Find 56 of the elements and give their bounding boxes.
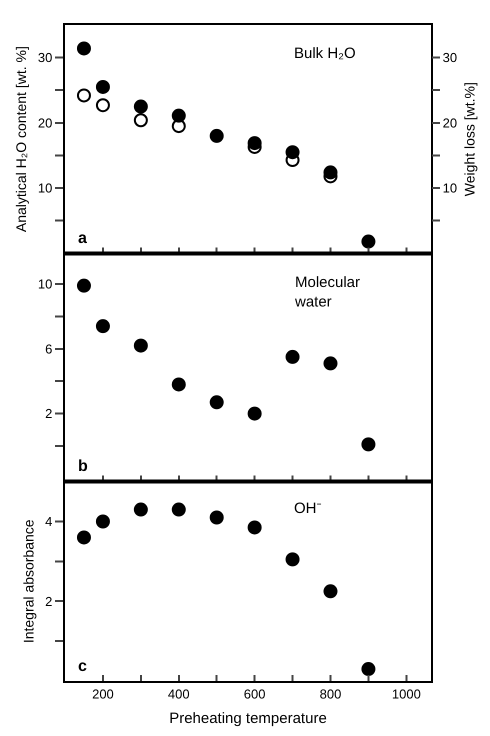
- y-tick-label: 2: [45, 594, 52, 609]
- annotation: Molecular water: [294, 274, 360, 310]
- annotation: a: [78, 230, 87, 247]
- point: [361, 662, 376, 676]
- point: [96, 80, 110, 94]
- y-tick-label: 2: [45, 406, 52, 422]
- point: [248, 136, 262, 150]
- point: [286, 350, 300, 364]
- x-axis-title: Preheating temperature: [169, 710, 327, 728]
- point: [361, 234, 376, 249]
- x-tick-label: 1000: [392, 686, 421, 702]
- point: [172, 108, 186, 123]
- point: [96, 98, 110, 112]
- x-tick-label: 200: [92, 686, 114, 702]
- point: [248, 406, 262, 421]
- annotation: b: [78, 458, 88, 475]
- point: [210, 510, 224, 524]
- point: [172, 502, 186, 517]
- point: [323, 584, 338, 598]
- y-axis-title: Analytical H₂O content [wt. %]: [13, 46, 30, 232]
- point: [210, 395, 224, 410]
- point: [134, 100, 148, 114]
- point: [76, 41, 91, 56]
- point: [248, 520, 262, 534]
- point: [210, 128, 224, 143]
- y-tick-label: 20: [38, 115, 52, 130]
- annotation: OH⁻: [294, 500, 322, 517]
- point: [286, 145, 300, 160]
- point: [361, 437, 376, 452]
- y-tick-label: 6: [45, 341, 52, 356]
- point: [323, 356, 338, 370]
- point: [76, 530, 91, 544]
- point: [134, 338, 148, 353]
- x-tick-label: 400: [168, 686, 190, 702]
- y2-axis-title: Weight loss [wt.%]: [461, 82, 478, 196]
- x-tick-label: 600: [244, 686, 266, 702]
- y-tick-label: 4: [45, 514, 52, 530]
- point: [76, 88, 91, 102]
- point: [134, 502, 148, 517]
- y2-tick-label: 30: [442, 50, 458, 66]
- y-tick-label: 30: [38, 50, 52, 66]
- y-tick-label: 10: [38, 276, 52, 292]
- point: [286, 552, 300, 566]
- point: [96, 319, 110, 334]
- point: [76, 278, 91, 293]
- x-tick-label: 800: [320, 686, 342, 702]
- point: [172, 377, 186, 392]
- point: [134, 113, 148, 128]
- point: [323, 165, 338, 180]
- annotation: c: [78, 658, 87, 675]
- point: [96, 514, 110, 528]
- y-tick-label: 10: [38, 180, 52, 196]
- y2-tick-label: 10: [442, 180, 458, 196]
- y-axis-title: Integral absorbance: [20, 519, 36, 644]
- y2-tick-label: 20: [442, 115, 458, 130]
- annotation: Bulk H₂O: [294, 45, 356, 62]
